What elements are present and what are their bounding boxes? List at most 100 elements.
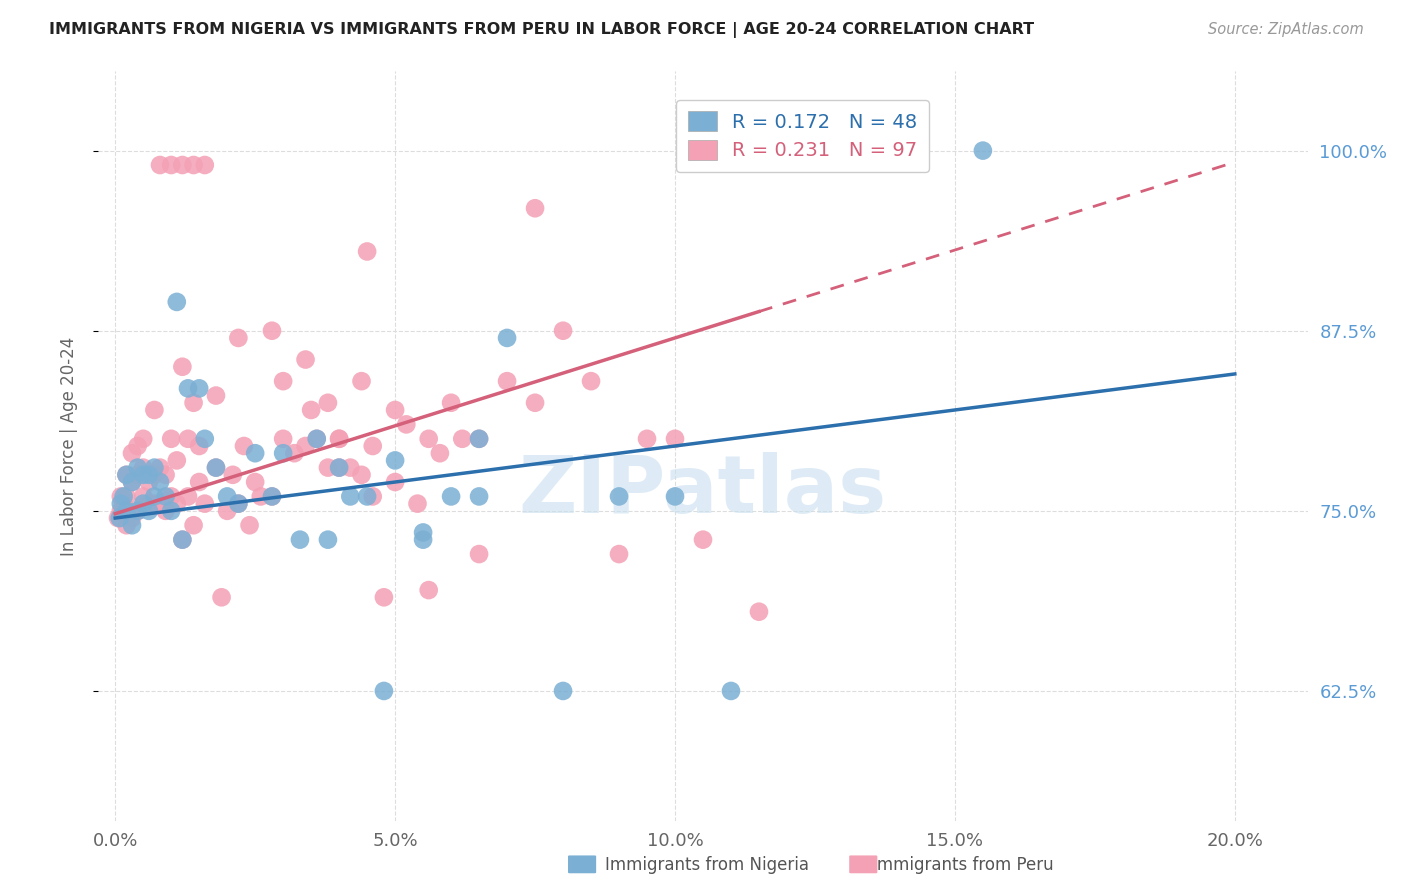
Point [155,490,177,504]
Point [121,475,143,489]
Point [149,460,172,475]
Point [110,490,132,504]
Point [551,684,574,698]
Point [524,396,547,410]
Point [183,518,205,533]
Point [138,504,160,518]
Point [121,475,143,489]
Point [177,381,200,395]
Point [607,490,630,504]
Point [328,460,350,475]
Point [166,294,188,309]
Point [115,467,138,482]
Point [177,490,200,504]
Point [115,490,138,504]
Point [373,684,395,698]
Point [373,591,395,605]
Point [188,439,211,453]
Point [183,396,205,410]
Point [228,331,250,345]
Point [412,533,434,547]
Point [294,352,316,367]
Point [243,475,266,489]
Point [468,432,491,446]
Point [132,432,155,446]
Point [160,158,183,172]
Point [294,439,316,453]
Point [429,446,451,460]
Point [406,497,429,511]
Point [350,467,373,482]
Point [418,583,440,598]
Point [205,460,228,475]
Text: Immigrants from Nigeria: Immigrants from Nigeria [605,856,808,874]
Point [143,403,166,417]
Point [115,518,138,533]
Point [384,864,406,879]
Point [361,490,384,504]
Point [205,460,228,475]
Point [132,460,155,475]
Point [138,497,160,511]
Point [260,490,283,504]
Text: Source: ZipAtlas.com: Source: ZipAtlas.com [1208,22,1364,37]
Point [143,467,166,482]
Point [607,547,630,561]
Point [228,497,250,511]
Point [127,504,149,518]
Point [664,432,686,446]
Point [160,504,183,518]
Text: Immigrants from Peru: Immigrants from Peru [872,856,1053,874]
Point [636,432,658,446]
Point [328,432,350,446]
Point [143,460,166,475]
Point [972,144,994,158]
Point [149,158,172,172]
Point [160,432,183,446]
Point [720,684,742,698]
Point [468,490,491,504]
Point [194,158,217,172]
Point [160,490,183,504]
Point [155,504,177,518]
Point [177,432,200,446]
Point [143,490,166,504]
Point [115,504,138,518]
Y-axis label: In Labor Force | Age 20-24: In Labor Force | Age 20-24 [59,336,77,556]
Point [243,446,266,460]
Point [108,511,131,525]
Point [121,511,143,525]
Point [121,446,143,460]
Point [356,490,378,504]
Point [188,381,211,395]
Point [316,460,339,475]
Text: ZIPatlas: ZIPatlas [519,452,887,530]
Point [127,467,149,482]
Point [211,591,233,605]
Point [149,497,172,511]
Point [316,396,339,410]
Point [271,446,294,460]
Point [305,432,328,446]
Point [260,324,283,338]
Point [217,490,239,504]
Point [283,446,305,460]
Point [138,475,160,489]
Point [328,460,350,475]
Point [166,453,188,467]
Point [440,490,463,504]
Point [271,374,294,388]
Point [194,432,217,446]
Point [166,497,188,511]
Point [288,533,311,547]
Point [468,432,491,446]
Point [579,374,602,388]
Point [121,518,143,533]
Point [188,475,211,489]
Point [127,439,149,453]
Point [418,432,440,446]
Point [127,504,149,518]
Point [299,403,322,417]
Point [112,497,135,511]
Point [328,432,350,446]
